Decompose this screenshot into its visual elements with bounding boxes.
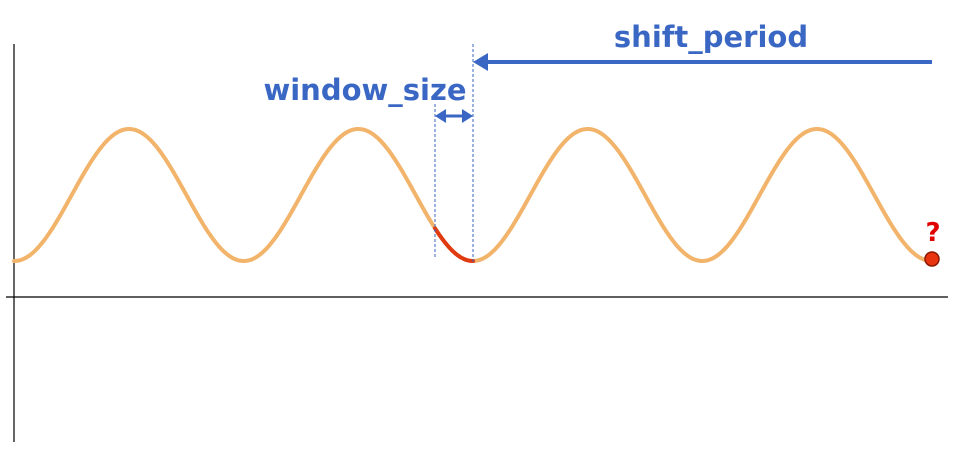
window-segment	[433, 226, 475, 263]
window-size-arrow	[435, 109, 473, 123]
shift-period-arrow	[473, 53, 932, 71]
window-size-label: window_size	[263, 73, 466, 107]
question-mark: ?	[925, 218, 940, 248]
unknown-point	[924, 251, 940, 267]
shift-period-label: shift_period	[614, 20, 808, 54]
